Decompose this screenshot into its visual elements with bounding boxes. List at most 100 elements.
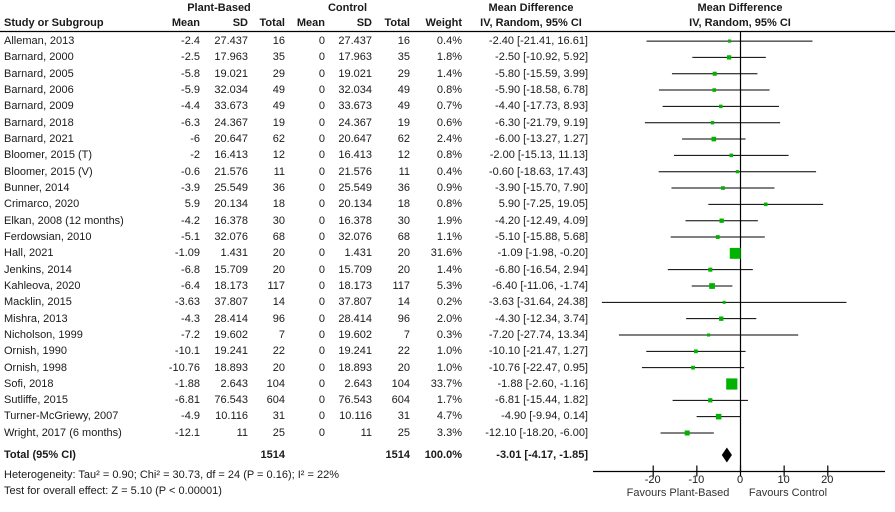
cell-weight: 1.1% — [436, 230, 462, 243]
cell-c_mean: 0 — [318, 100, 325, 113]
cell-weight: 0.6% — [436, 116, 462, 129]
cell-label: Barnard, 2005 — [4, 67, 74, 80]
cell-pb_sd: 27.437 — [214, 34, 248, 47]
cell-ci_text: -6.81 [-15.44, 1.82] — [495, 394, 588, 407]
cell-c_sd: 10.116 — [339, 410, 372, 423]
cell-pb_sd: 37.807 — [214, 296, 248, 309]
cell-c_total: 62 — [397, 132, 410, 145]
cell-c_sd: 11 — [360, 426, 372, 439]
cell-c_mean: 0 — [318, 394, 325, 407]
cell-pb_total: 20 — [272, 247, 285, 260]
cell-label: Barnard, 2018 — [4, 116, 74, 129]
cell-pb_mean: -6 — [190, 132, 200, 145]
axis-tick-label: -10 — [688, 474, 705, 486]
cell-ci_text: -4.40 [-17.73, 8.93] — [495, 100, 588, 113]
cell-c_total: 35 — [397, 51, 410, 64]
axis-tick-label: 10 — [777, 474, 790, 486]
heterogeneity-note: Heterogeneity: Tau² = 0.90; Chi² = 30.73… — [4, 469, 339, 481]
cell-label: Bloomer, 2015 (T) — [4, 149, 93, 162]
study-row: Alleman, 2013 -2.4 27.437 16 0 27.437 16 0.4% -2… — [0, 33, 895, 49]
total-label: Total (95% CI) — [4, 449, 76, 461]
cell-pb_sd: 16.378 — [214, 214, 248, 227]
cell-c_mean: 0 — [318, 181, 325, 194]
cell-label: Wright, 2017 (6 months) — [4, 426, 122, 439]
group-header-control: Control — [327, 2, 368, 14]
favours-left-label: Favours Plant-Based — [626, 487, 730, 499]
cell-label: Ornish, 1990 — [4, 345, 67, 358]
cell-ci_text: -12.10 [-18.20, -6.00] — [485, 426, 588, 439]
cell-c_mean: 0 — [318, 149, 325, 162]
cell-pb_mean: -4.2 — [181, 214, 200, 227]
cell-label: Nicholson, 1999 — [4, 328, 83, 341]
cell-c_mean: 0 — [318, 345, 325, 358]
total-ci-text: -3.01 [-4.17, -1.85] — [496, 449, 588, 461]
cell-c_mean: 0 — [318, 132, 325, 145]
cell-pb_sd: 11 — [236, 426, 248, 439]
plot-header-line2: IV, Random, 95% CI — [689, 17, 791, 29]
study-row: Sofi, 2018 -1.88 2.643 104 0 2.643 104 33.7% -1.… — [0, 376, 895, 392]
cell-pb_total: 117 — [267, 279, 285, 292]
study-row: Jenkins, 2014 -6.8 15.709 20 0 15.709 20 1.4% -6… — [0, 262, 895, 278]
cell-pb_mean: -6.3 — [181, 116, 200, 129]
cell-pb_total: 16 — [272, 34, 285, 47]
cell-weight: 31.6% — [430, 247, 462, 260]
cell-ci_text: -6.40 [-11.06, -1.74] — [492, 279, 588, 292]
cell-pb_total: 30 — [272, 214, 285, 227]
cell-pb_total: 68 — [272, 230, 285, 243]
study-row: Kahleova, 2020 -6.4 18.173 117 0 18.173 117 5.3… — [0, 278, 895, 294]
cell-c_mean: 0 — [318, 165, 325, 178]
cell-ci_text: -6.00 [-13.27, 1.27] — [495, 132, 588, 145]
cell-pb_mean: -3.9 — [181, 181, 200, 194]
cell-weight: 1.0% — [436, 361, 462, 374]
cell-c_total: 29 — [397, 67, 410, 80]
cell-label: Hall, 2021 — [4, 247, 54, 260]
cell-pb_mean: -2.5 — [181, 51, 200, 64]
cell-weight: 3.3% — [436, 426, 462, 439]
cell-ci_text: -5.80 [-15.59, 3.99] — [495, 67, 588, 80]
cell-c_sd: 27.437 — [338, 34, 372, 47]
cell-label: Kahleova, 2020 — [4, 279, 81, 292]
cell-ci_text: -1.09 [-1.98, -0.20] — [497, 247, 589, 260]
cell-ci_text: -6.30 [-21.79, 9.19] — [495, 116, 588, 129]
cell-pb_sd: 28.414 — [214, 312, 248, 325]
cell-pb_mean: -0.6 — [181, 165, 200, 178]
cell-c_mean: 0 — [318, 410, 325, 423]
cell-pb_sd: 15.709 — [214, 263, 248, 276]
total-pb-n: 1514 — [260, 449, 285, 461]
cell-c_sd: 76.543 — [338, 394, 372, 407]
axis-tick-label: -20 — [644, 474, 661, 486]
cell-pb_total: 19 — [272, 116, 285, 129]
cell-pb_total: 20 — [272, 263, 285, 276]
cell-c_total: 117 — [392, 279, 410, 292]
plot-header-line1: Mean Difference — [697, 2, 783, 14]
cell-c_total: 36 — [397, 181, 410, 194]
cell-weight: 0.8% — [436, 149, 462, 162]
cell-ci_text: -4.90 [-9.94, 0.14] — [501, 410, 588, 423]
cell-pb_total: 14 — [272, 296, 285, 309]
cell-pb_total: 604 — [266, 394, 285, 407]
cell-pb_mean: -5.8 — [181, 67, 200, 80]
cell-label: Elkan, 2008 (12 months) — [4, 214, 124, 227]
cell-c_sd: 25.549 — [338, 181, 372, 194]
cell-pb_sd: 24.367 — [214, 116, 248, 129]
cell-c_total: 49 — [397, 83, 410, 96]
cell-weight: 1.4% — [436, 263, 462, 276]
cell-c_mean: 0 — [318, 51, 325, 64]
cell-label: Bloomer, 2015 (V) — [4, 165, 93, 178]
cell-pb_total: 22 — [272, 345, 285, 358]
cell-weight: 0.7% — [436, 100, 462, 113]
study-row: Bloomer, 2015 (V) -0.6 21.576 11 0 21.576 11 0.… — [0, 164, 895, 180]
cell-c_mean: 0 — [318, 67, 325, 80]
study-row: Crimarco, 2020 5.9 20.134 18 0 20.134 18 0.8% 5.… — [0, 196, 895, 212]
study-row: Barnard, 2021 -6 20.647 62 0 20.647 62 2.4% -6.0… — [0, 131, 895, 147]
cell-weight: 0.3% — [436, 328, 462, 341]
cell-pb_total: 7 — [278, 328, 285, 341]
cell-pb_sd: 32.034 — [214, 83, 248, 96]
cell-pb_mean: -7.2 — [181, 328, 200, 341]
cell-label: Turner-McGriewy, 2007 — [4, 410, 119, 423]
cell-pb_sd: 16.413 — [214, 149, 248, 162]
cell-c_total: 16 — [397, 34, 410, 47]
cell-pb_sd: 76.543 — [214, 394, 248, 407]
cell-pb_mean: -3.63 — [174, 296, 200, 309]
cell-c_mean: 0 — [318, 296, 325, 309]
